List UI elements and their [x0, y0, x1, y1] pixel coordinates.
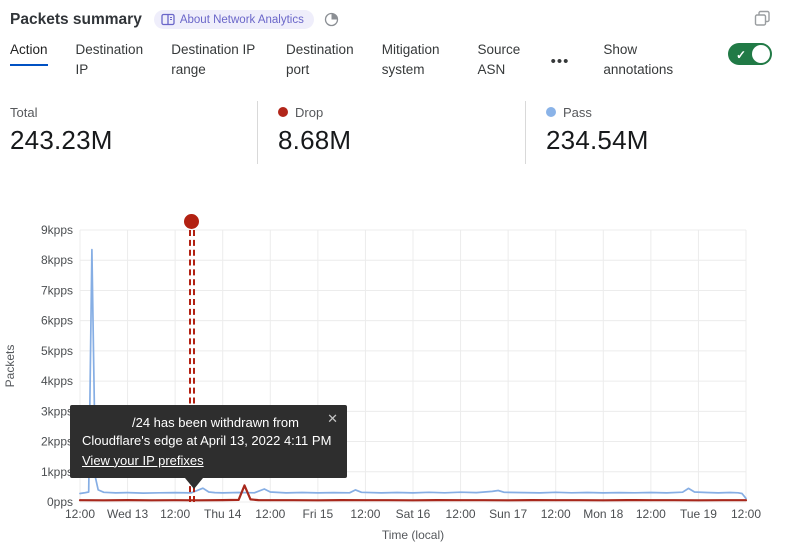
tab-action[interactable]: Action	[10, 40, 48, 67]
pass-label: Pass	[563, 104, 592, 120]
annotation-dashed-line	[188, 230, 195, 502]
x-tick-label: Sun 17	[489, 507, 527, 521]
y-tick-label: 0pps	[47, 495, 73, 509]
tooltip-text-line2: Cloudflare's edge at April 13, 2022 4:11…	[82, 432, 332, 448]
x-tick-label: 12:00	[541, 507, 571, 521]
y-tick-label: 4kpps	[41, 374, 73, 388]
x-axis-title: Time (local)	[382, 528, 444, 542]
stat-drop: Drop 8.68M	[257, 100, 525, 164]
panel-header: Packets summary About Network Analytics	[0, 0, 785, 29]
x-tick-label: Fri 15	[303, 507, 334, 521]
stats-row: Total 243.23M Drop 8.68M Pass 234.54M	[0, 100, 785, 164]
x-tick-label: 12:00	[255, 507, 285, 521]
expand-icon[interactable]	[754, 10, 771, 32]
y-tick-label: 6kpps	[41, 314, 73, 328]
clock-icon[interactable]	[324, 12, 339, 27]
show-annotations-toggle[interactable]: ✓	[728, 43, 772, 65]
y-tick-label: 8kpps	[41, 253, 73, 267]
x-tick-label: Mon 18	[583, 507, 623, 521]
y-tick-label: 2kpps	[41, 435, 73, 449]
check-icon: ✓	[736, 48, 747, 62]
x-tick-label: 12:00	[160, 507, 190, 521]
tab-source-asn[interactable]: Source ASN	[477, 42, 521, 78]
annotation-marker[interactable]	[184, 214, 200, 229]
tab-destination-port[interactable]: Destination port	[286, 42, 354, 78]
annotation-tooltip: ✕ /24 has been withdrawn from Cloudflare…	[70, 405, 347, 489]
packets-chart: 0pps 1kpps 2kpps 3kpps 4kpps 5kpps 6kpps 7kpps 8…	[0, 210, 785, 555]
y-tick-label: 9kpps	[41, 223, 73, 237]
book-icon	[161, 13, 175, 26]
tab-mitigation-system[interactable]: Mitigation system	[381, 42, 440, 78]
x-tick-label: Thu 14	[204, 507, 242, 521]
y-tick-label: 5kpps	[41, 344, 73, 358]
toggle-knob	[752, 45, 770, 63]
pass-line	[79, 248, 747, 500]
x-tick-label: 12:00	[636, 507, 666, 521]
total-value: 243.23M	[10, 124, 113, 155]
total-label: Total	[10, 104, 38, 120]
x-tick-label: 12:00	[446, 507, 476, 521]
tab-destination-ip-range[interactable]: Destination IP range	[171, 42, 256, 78]
show-annotations-label: Show annotations	[603, 42, 674, 78]
x-tick-label: 12:00	[65, 507, 95, 521]
page-title: Packets summary	[10, 10, 142, 28]
tab-destination-ip[interactable]: Destination IP	[75, 42, 144, 78]
x-tick-label: Wed 13	[107, 507, 148, 521]
stat-pass: Pass 234.54M	[525, 100, 785, 164]
stat-total: Total 243.23M	[0, 101, 257, 164]
about-network-analytics-badge[interactable]: About Network Analytics	[153, 10, 314, 29]
x-tick-label: 12:00	[731, 507, 761, 521]
view-ip-prefixes-link[interactable]: View your IP prefixes	[82, 452, 204, 468]
x-tick-label: Sat 16	[396, 507, 431, 521]
pass-legend-dot	[546, 107, 556, 117]
tooltip-caret	[185, 477, 203, 489]
drop-line	[78, 484, 748, 502]
badge-label: About Network Analytics	[179, 13, 304, 26]
pass-value: 234.54M	[546, 124, 649, 155]
close-icon[interactable]: ✕	[327, 411, 338, 426]
drop-label: Drop	[295, 104, 324, 120]
dimension-tabs: Action Destination IP Destination IP ran…	[0, 40, 785, 81]
y-tick-label: 1kpps	[41, 465, 73, 479]
x-tick-label: 12:00	[350, 507, 380, 521]
x-tick-label: Tue 19	[680, 507, 717, 521]
drop-value: 8.68M	[278, 124, 352, 155]
y-axis-title: Packets	[3, 345, 17, 388]
y-tick-label: 7kpps	[41, 283, 73, 297]
tooltip-text-line1: /24 has been withdrawn from	[132, 415, 299, 430]
chart-canvas: 0pps 1kpps 2kpps 3kpps 4kpps 5kpps 6kpps 7kpps 8…	[3, 223, 761, 542]
more-tabs-icon[interactable]: •••	[550, 53, 570, 70]
drop-legend-dot	[278, 107, 288, 117]
y-tick-label: 3kpps	[41, 404, 73, 418]
